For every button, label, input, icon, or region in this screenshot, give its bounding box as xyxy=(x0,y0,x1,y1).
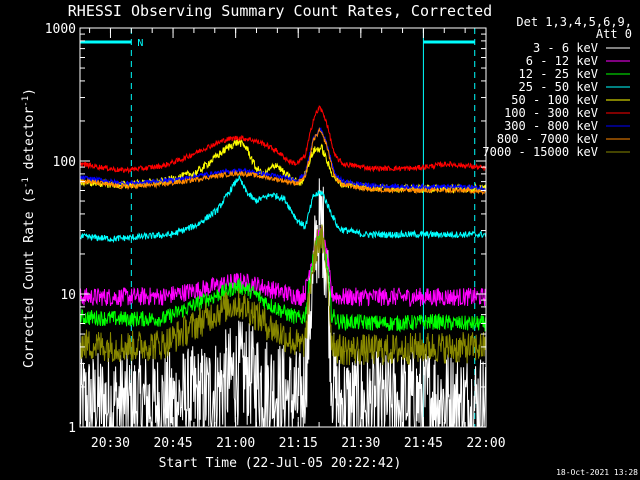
x-tick-label: 21:30 xyxy=(341,436,380,451)
y-tick-label: 100 xyxy=(53,155,76,170)
y-axis-label: Corrected Count Rate (s-1 detector-1) xyxy=(21,88,37,368)
x-axis-label: Start Time (22-Jul-05 20:22:42) xyxy=(159,456,402,471)
legend-entry-label: 3 - 6 keV xyxy=(533,41,598,55)
ylabel-part-3: ) xyxy=(22,88,37,96)
legend-entry-label: 6 - 12 keV xyxy=(526,54,598,68)
series-line-0 xyxy=(80,178,486,427)
x-tick-label: 21:45 xyxy=(404,436,443,451)
plot-area: N xyxy=(79,28,486,427)
ylabel-part-1: Corrected Count Rate (s xyxy=(22,188,37,368)
y-tick-label: 10 xyxy=(60,288,76,303)
legend-entry-label: 12 - 25 keV xyxy=(519,67,598,81)
series-line-3 xyxy=(80,175,486,244)
chart-title: RHESSI Observing Summary Count Rates, Co… xyxy=(68,2,492,20)
series-line-5 xyxy=(80,105,486,175)
night-label: N xyxy=(137,38,143,49)
y-tick-label: 1 xyxy=(68,421,76,436)
series-line-2 xyxy=(80,228,486,333)
footer-date: 18-Oct-2021 13:28 xyxy=(556,468,638,477)
legend-entry-label: 7000 - 15000 keV xyxy=(482,145,598,159)
y-axis: 1 10 100 1000 xyxy=(45,22,486,436)
ylabel-sup-2: -1 xyxy=(21,96,31,107)
x-axis: 20:30 20:45 21:00 21:15 21:30 21:45 22:00 xyxy=(89,28,506,451)
legend-header-attenuator: Att 0 xyxy=(596,27,632,41)
legend-entry-label: 800 - 7000 keV xyxy=(497,132,598,146)
plot-frame xyxy=(79,27,487,428)
y-tick-label: 1000 xyxy=(45,22,76,37)
series-line-7 xyxy=(80,127,486,196)
legend-entry-label: 50 - 100 keV xyxy=(511,93,598,107)
series-line-1 xyxy=(80,226,486,308)
ylabel-sup-1: -1 xyxy=(21,177,31,188)
x-tick-label: 22:00 xyxy=(466,436,505,451)
series-line-8 xyxy=(80,224,486,366)
x-tick-label: 21:15 xyxy=(279,436,318,451)
x-tick-label: 20:30 xyxy=(91,436,130,451)
legend-entry-label: 25 - 50 keV xyxy=(519,80,598,94)
x-tick-label: 20:45 xyxy=(153,436,192,451)
ylabel-part-2: detector xyxy=(22,107,37,178)
legend-header-detectors: Det 1,3,4,5,6,9, xyxy=(516,15,632,29)
x-tick-label: 21:00 xyxy=(216,436,255,451)
legend-entry-label: 300 - 800 keV xyxy=(504,119,598,133)
series-layer xyxy=(80,105,486,427)
legend-entry-label: 100 - 300 keV xyxy=(504,106,598,120)
